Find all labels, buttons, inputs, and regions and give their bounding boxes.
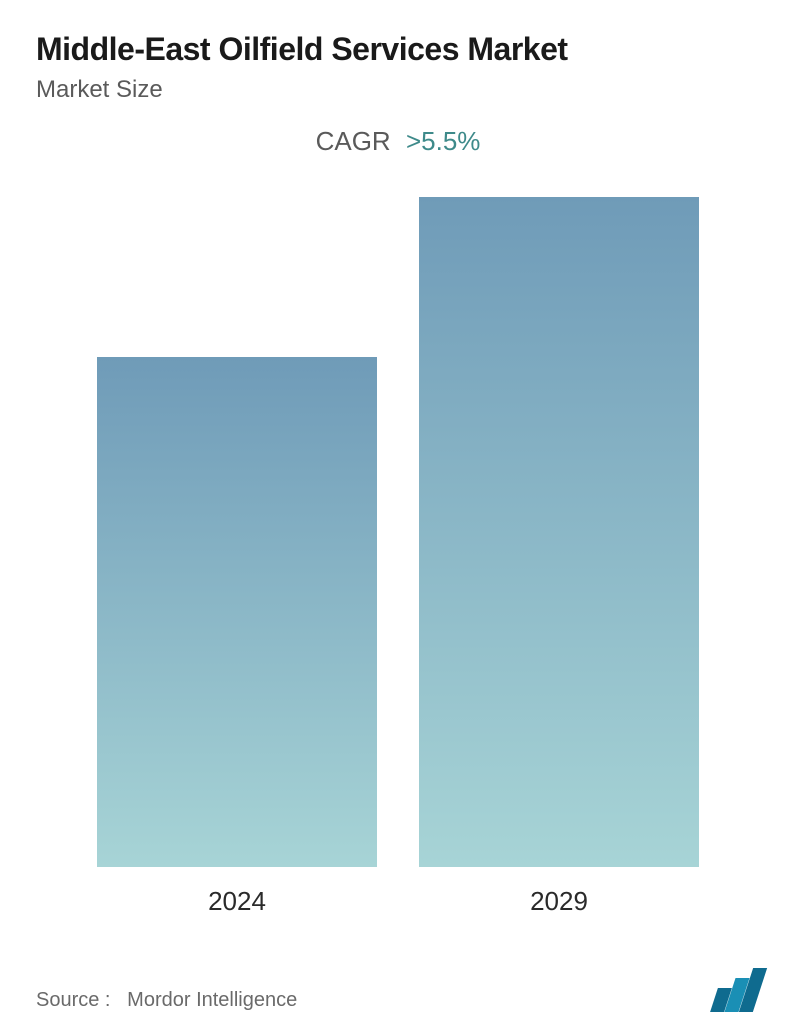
mordor-logo-icon [714, 968, 760, 1012]
subtitle: Market Size [36, 76, 760, 104]
source-label: Source : [36, 989, 110, 1011]
x-axis-label: 2024 [97, 886, 377, 917]
cagr-value: >5.5% [406, 126, 480, 156]
source-value: Mordor Intelligence [127, 989, 297, 1011]
bar [97, 357, 377, 867]
bar [419, 197, 699, 867]
x-axis-label: 2029 [419, 886, 699, 917]
x-axis-labels: 2024 2029 [36, 886, 760, 917]
page-title: Middle-East Oilfield Services Market [36, 30, 760, 68]
cagr-row: CAGR >5.5% [36, 126, 760, 157]
bar-column [97, 357, 377, 867]
source-attribution: Source : Mordor Intelligence [36, 989, 297, 1012]
cagr-label: CAGR [316, 126, 391, 156]
footer: Source : Mordor Intelligence [36, 968, 760, 1012]
bar-chart: 2024 2029 [36, 197, 760, 917]
bar-column [419, 197, 699, 867]
bars-container [36, 197, 760, 867]
